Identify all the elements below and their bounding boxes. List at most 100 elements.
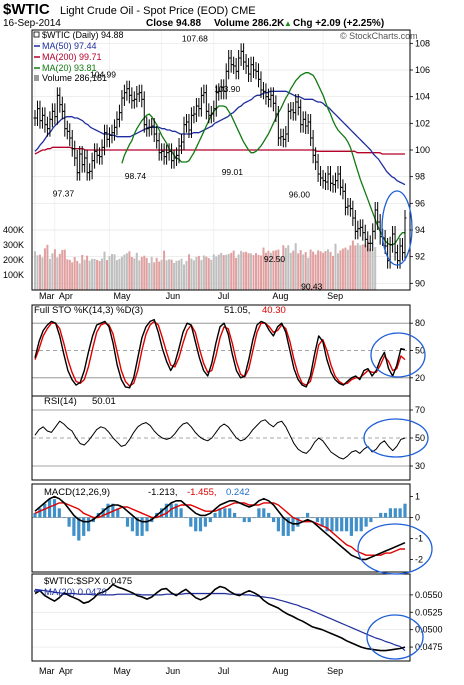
volume-tick-label: 100K — [3, 270, 24, 280]
date-tick-label-upper: Sep — [327, 291, 343, 301]
stochastic-legend: Full STO %K(14,3) %D(3) 51.05, 40.30 — [34, 305, 286, 316]
volume-bar — [81, 254, 84, 290]
macd-hist-bar — [48, 499, 52, 518]
volume-bar — [56, 257, 59, 290]
macd-hist-bar — [57, 508, 61, 518]
volume-bar — [158, 261, 161, 290]
macd-hist-bar — [116, 508, 120, 518]
volume-bar — [190, 258, 193, 290]
volume-bar — [339, 250, 342, 290]
price-axis-tick-label: 102 — [415, 118, 430, 128]
macd-hist-bar — [286, 517, 290, 536]
ma50-legend-label: MA(50) 97.44 — [42, 41, 97, 51]
volume-bar — [309, 249, 312, 290]
macd-hist-bar — [398, 508, 402, 518]
volume-bar — [46, 244, 49, 290]
volume-bar — [86, 255, 89, 291]
rsi-value: 50.01 — [92, 396, 116, 407]
date-tick-label-upper: Jun — [166, 291, 181, 301]
stochastic-d-value: 40.30 — [262, 305, 286, 316]
volume-bar — [292, 250, 295, 290]
volume-bar — [66, 259, 69, 291]
price-annotation: 90.43 — [301, 282, 323, 292]
change-label: Chg +2.09 (+2.25%) — [293, 18, 384, 29]
volume-bar — [93, 258, 96, 290]
date-tick-label-lower: Mar — [39, 666, 55, 676]
ma200-legend-label: MA(200) 99.71 — [42, 52, 102, 62]
volume-bar — [242, 252, 245, 290]
volume-bar — [205, 256, 208, 290]
rsi-panel-frame — [31, 395, 411, 481]
volume-bar — [267, 250, 270, 290]
volume-bar — [274, 250, 277, 291]
macd-line — [34, 495, 406, 561]
macd-hist-bar — [135, 517, 139, 536]
volume-bar — [160, 259, 163, 290]
volume-bar — [260, 255, 262, 290]
volume-legend-swatch — [34, 75, 39, 81]
volume-bar — [195, 256, 198, 290]
volume-bar — [317, 250, 320, 290]
macd-axis-tick-label: -1 — [415, 533, 423, 543]
macd-hist-bar — [67, 517, 71, 527]
volume-bar — [215, 256, 218, 290]
macd-hist-bar — [218, 508, 222, 518]
volume-bar — [155, 257, 158, 291]
volume-bar — [250, 253, 252, 290]
date-tick-label-lower: Apr — [59, 666, 73, 676]
volume-bar — [227, 254, 230, 290]
price-legend-label: $WTIC (Daily) 94.88 — [42, 30, 124, 40]
macd-hist-bar — [125, 517, 130, 527]
volume-bar — [145, 257, 148, 290]
volume-bar — [91, 258, 94, 290]
symbol-title: $WTIC — [3, 1, 50, 18]
volume-bar — [262, 247, 265, 290]
volume-bar — [245, 251, 248, 291]
highlight-ellipse — [357, 523, 433, 575]
volume-bar — [287, 245, 290, 291]
volume-bar — [230, 252, 233, 290]
volume-bar — [264, 252, 267, 291]
macd-hist-bar — [369, 517, 373, 523]
macd-hist-bar — [237, 517, 242, 519]
price-annotation: 92.50 — [264, 254, 286, 264]
rsi-axis-tick-label: 50 — [415, 433, 425, 443]
volume-bar — [197, 255, 200, 290]
macd-hist-value: 0.242 — [226, 487, 250, 498]
price-axis-tick-label: 96 — [415, 198, 425, 208]
volume-bar — [346, 249, 349, 291]
volume-bar — [73, 257, 76, 290]
volume-bar — [269, 252, 272, 291]
volume-bar — [173, 263, 176, 290]
volume-bar — [247, 253, 250, 291]
volume-bar — [332, 255, 334, 290]
rsi-legend-label: RSI(14) — [44, 396, 77, 407]
macd-hist-bar — [335, 517, 339, 532]
volume-label: Volume 286.2K — [214, 18, 285, 29]
volume-tick-label: 300K — [3, 240, 24, 250]
date-tick-label-upper: Aug — [272, 291, 288, 301]
macd-hist-bar — [179, 508, 183, 518]
macd-hist-bar — [252, 517, 256, 519]
volume-bar — [232, 250, 235, 290]
macd-hist-bar — [228, 508, 232, 518]
price-annotation: 99.01 — [222, 167, 244, 177]
rsi-legend: RSI(14) 50.01 — [44, 396, 116, 407]
close-label: Close 94.88 — [146, 18, 201, 29]
macd-hist-bar — [242, 517, 246, 523]
highlight-circles — [357, 190, 433, 660]
ratio-axis-tick-label: 0.0525 — [415, 607, 443, 617]
price-axis-tick-label: 92 — [415, 252, 425, 262]
volume-bar — [71, 262, 74, 291]
date-tick-label-lower: Sep — [327, 666, 343, 676]
ratio-panel-frame — [31, 573, 411, 662]
price-axis-tick-label: 104 — [415, 92, 430, 102]
price-annotation: 98.74 — [125, 171, 147, 181]
macd-hist-bar — [325, 517, 329, 532]
date-tick-label-lower: Jun — [166, 666, 181, 676]
volume-bar — [83, 259, 86, 290]
volume-bar — [41, 257, 44, 290]
volume-bar — [96, 260, 99, 290]
price-legend: $WTIC (Daily) 94.88 MA(50) 97.44 MA(200)… — [33, 30, 124, 83]
